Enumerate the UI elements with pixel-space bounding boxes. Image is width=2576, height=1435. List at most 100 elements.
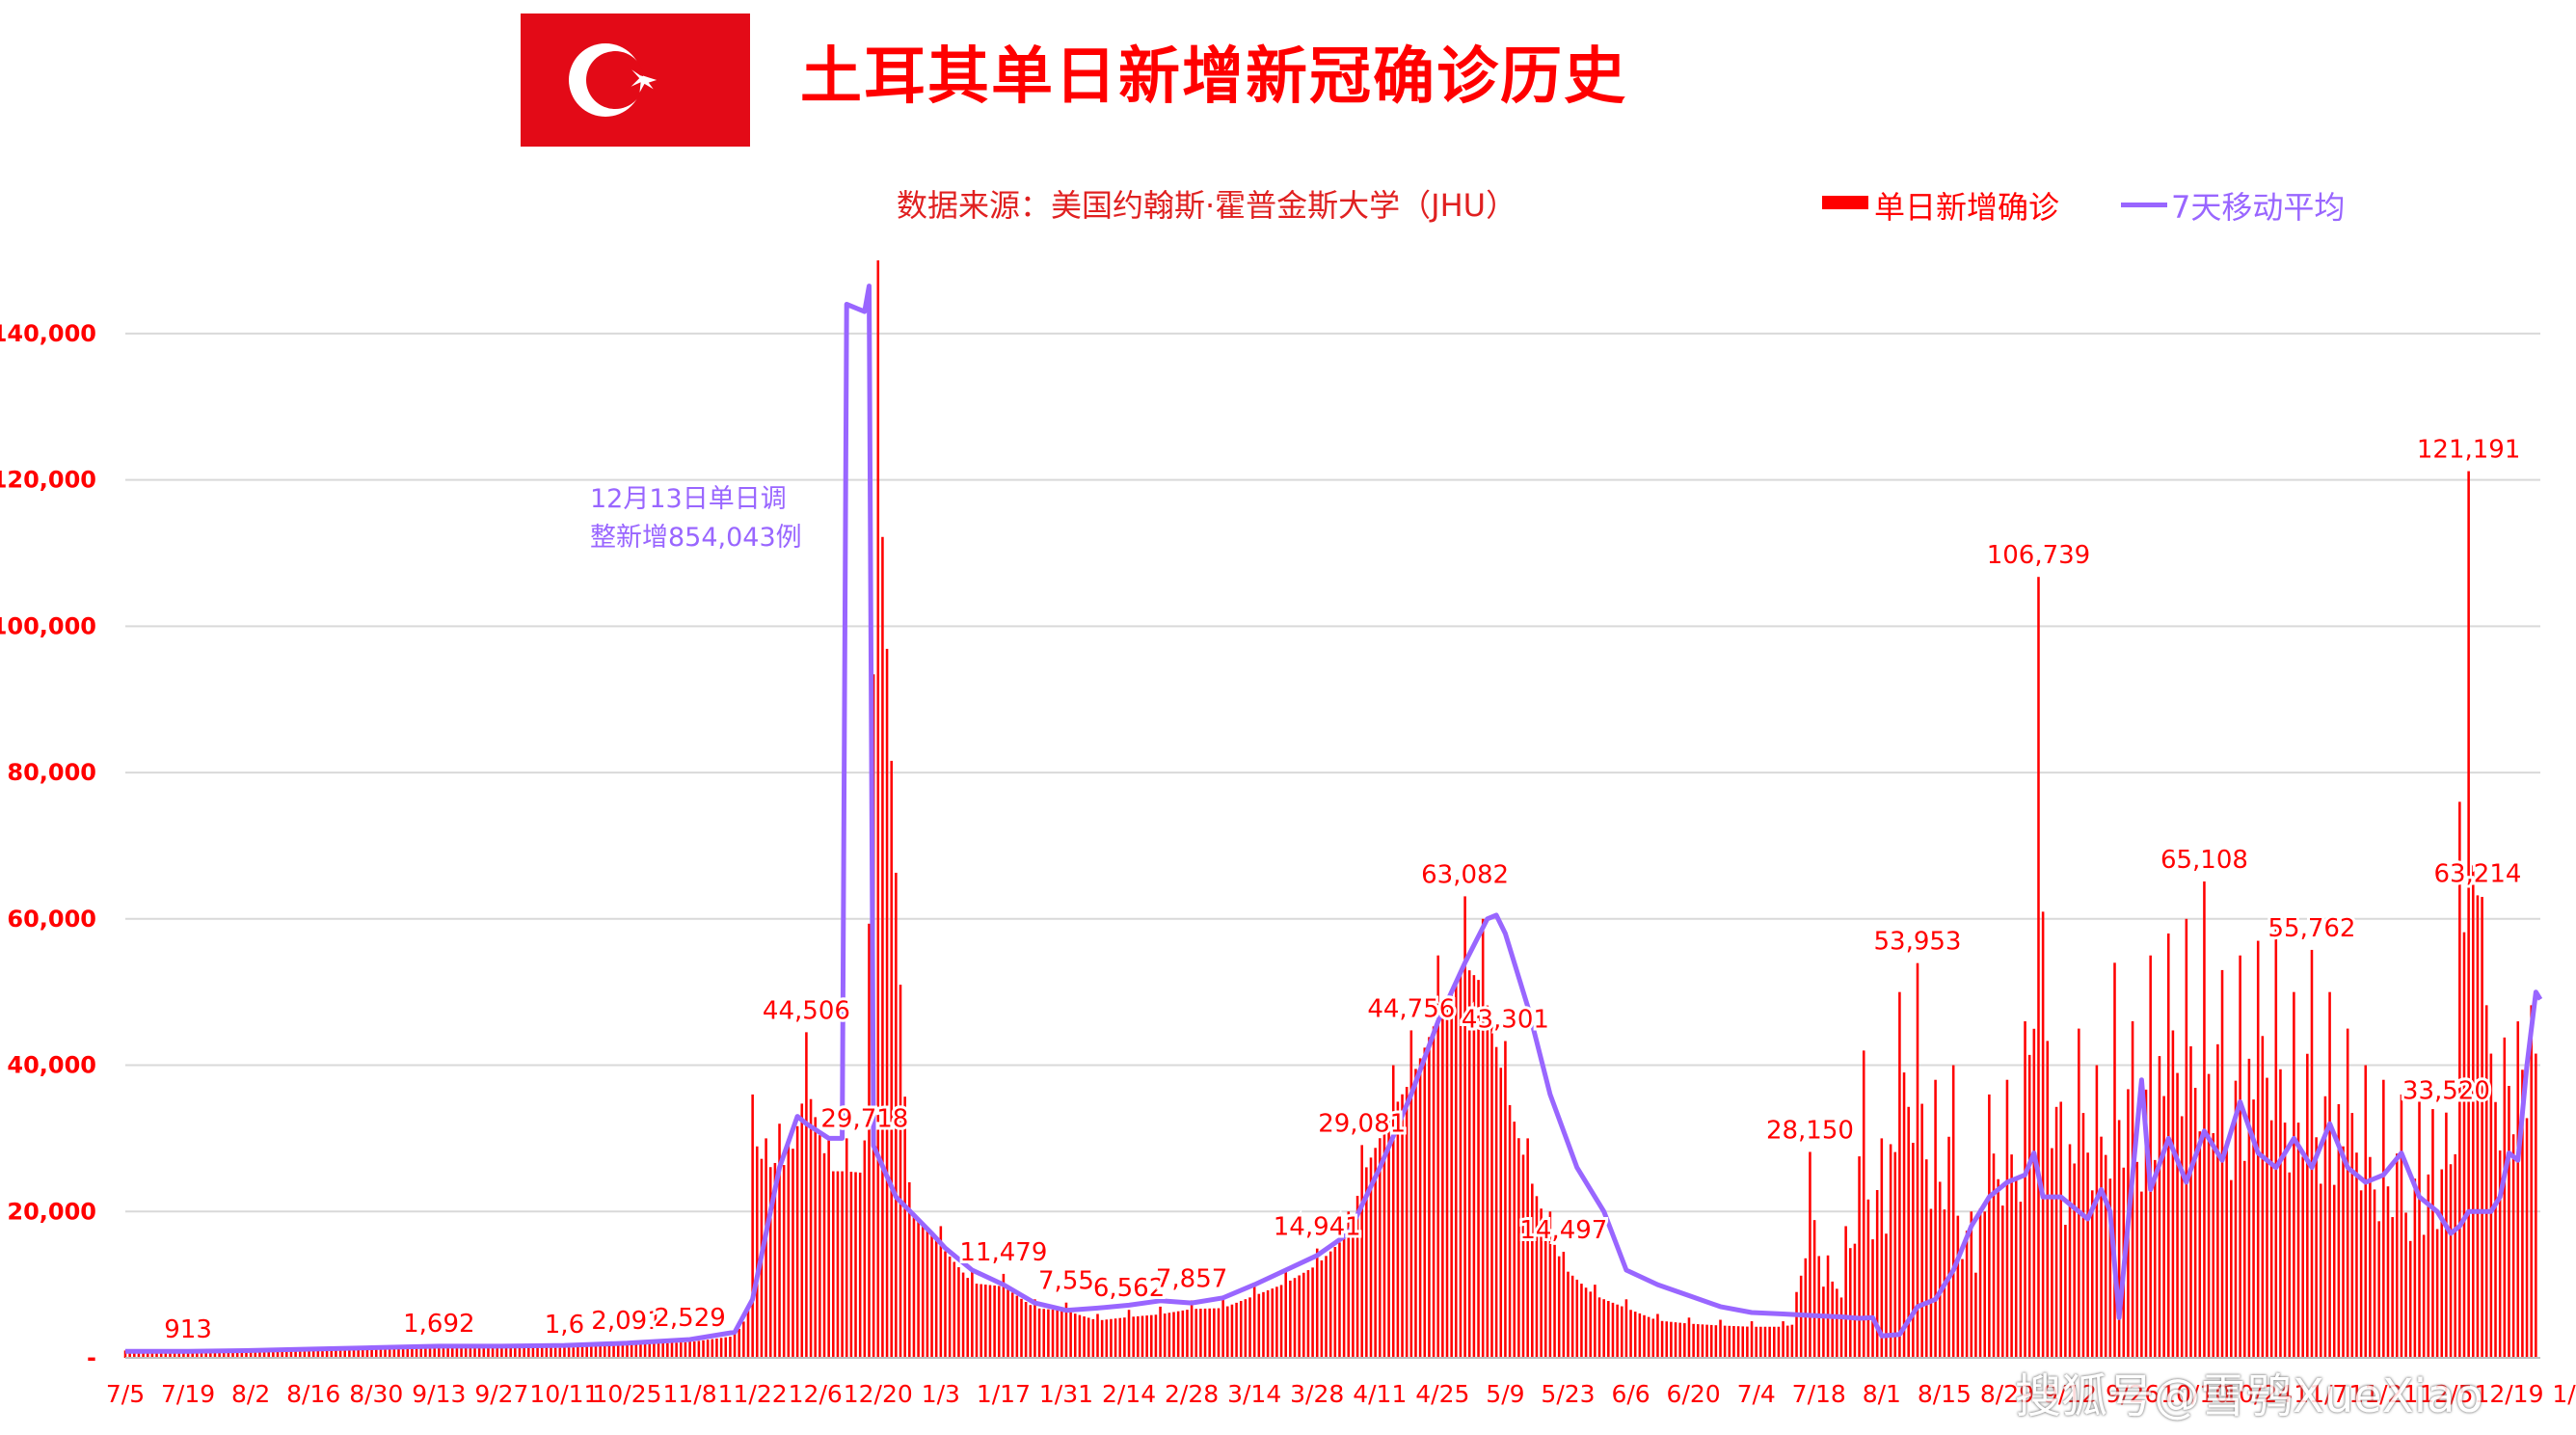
daily-case-bar bbox=[438, 1345, 441, 1358]
daily-case-bar bbox=[482, 1347, 486, 1358]
daily-case-bar bbox=[858, 1172, 862, 1358]
daily-case-bar bbox=[1355, 1195, 1359, 1358]
daily-case-bar bbox=[2521, 1069, 2524, 1358]
daily-case-bar bbox=[123, 1350, 127, 1358]
daily-case-bar bbox=[200, 1351, 203, 1358]
daily-case-bar bbox=[1167, 1313, 1171, 1358]
daily-case-bar bbox=[1213, 1308, 1216, 1358]
daily-case-bar bbox=[1687, 1317, 1691, 1358]
daily-case-bar bbox=[2261, 1036, 2265, 1358]
daily-case-bar bbox=[374, 1346, 378, 1358]
daily-case-bar bbox=[1656, 1313, 1659, 1358]
daily-case-bar bbox=[890, 760, 893, 1358]
daily-case-bar bbox=[1912, 1142, 1915, 1358]
daily-case-bar bbox=[1885, 1233, 1888, 1358]
daily-case-bar bbox=[164, 1351, 168, 1358]
daily-case-bar bbox=[2369, 1156, 2372, 1358]
daily-case-bar bbox=[2041, 911, 2045, 1358]
data-label: 14,497 bbox=[1519, 1216, 1607, 1245]
daily-case-bar bbox=[146, 1351, 149, 1358]
daily-case-bar bbox=[330, 1349, 334, 1358]
daily-case-bar bbox=[1988, 1094, 1991, 1358]
daily-case-bar bbox=[2158, 1056, 2161, 1358]
data-label: 33,520 bbox=[2402, 1077, 2490, 1106]
daily-case-bar bbox=[1902, 1072, 1906, 1358]
daily-case-bar bbox=[2078, 1028, 2080, 1358]
daily-case-bar bbox=[1494, 1046, 1498, 1358]
x-tick-label: 1/3 bbox=[922, 1380, 960, 1408]
daily-case-bar bbox=[2418, 1101, 2421, 1358]
daily-case-bar bbox=[536, 1347, 539, 1358]
data-label: 7,55 bbox=[1038, 1267, 1094, 1296]
daily-case-bar bbox=[2296, 1123, 2300, 1358]
y-tick-label: 80,000 bbox=[7, 759, 96, 786]
daily-case-bar bbox=[204, 1351, 207, 1358]
x-tick-label: 8/15 bbox=[1918, 1380, 1972, 1408]
daily-case-bar bbox=[2171, 1030, 2175, 1358]
daily-case-bar bbox=[1898, 991, 1901, 1358]
daily-case-bar bbox=[1782, 1321, 1784, 1358]
daily-case-bar bbox=[692, 1341, 696, 1358]
daily-case-bar bbox=[1279, 1285, 1283, 1358]
daily-case-bar bbox=[594, 1346, 598, 1358]
daily-case-bar bbox=[1114, 1318, 1117, 1358]
daily-case-bar bbox=[2037, 577, 2040, 1358]
daily-case-bar bbox=[276, 1350, 280, 1358]
daily-case-bar bbox=[684, 1341, 687, 1358]
daily-case-bar bbox=[1230, 1304, 1234, 1358]
daily-case-bar bbox=[285, 1350, 288, 1358]
daily-case-bar bbox=[661, 1342, 664, 1358]
daily-case-bar bbox=[885, 648, 889, 1358]
daily-case-bar bbox=[2203, 881, 2206, 1358]
daily-case-bar bbox=[2140, 1191, 2143, 1358]
daily-case-bar bbox=[738, 1328, 740, 1358]
daily-case-bar bbox=[2364, 1065, 2368, 1358]
daily-case-bar bbox=[311, 1348, 315, 1358]
daily-case-bar bbox=[2377, 1221, 2380, 1358]
x-tick-label: 1/17 bbox=[977, 1380, 1031, 1408]
daily-case-bar bbox=[352, 1349, 356, 1358]
daily-case-bar bbox=[1647, 1316, 1650, 1358]
daily-case-bar bbox=[616, 1344, 620, 1358]
daily-case-bar bbox=[563, 1345, 566, 1358]
daily-case-bar bbox=[235, 1351, 239, 1358]
daily-case-bar bbox=[370, 1348, 373, 1358]
daily-case-bar bbox=[473, 1347, 476, 1358]
daily-case-bar bbox=[1513, 1122, 1516, 1358]
daily-case-bar bbox=[1423, 1047, 1427, 1358]
daily-case-bar bbox=[2494, 1101, 2497, 1358]
daily-case-bar bbox=[1432, 1026, 1436, 1358]
daily-case-bar bbox=[984, 1285, 987, 1358]
daily-case-bar bbox=[773, 1162, 777, 1358]
daily-case-bar bbox=[1140, 1315, 1144, 1358]
watermark: 搜狐号@雪鸮XueXiao bbox=[2015, 1369, 2483, 1423]
daily-case-bar bbox=[2051, 1148, 2053, 1358]
daily-case-bar bbox=[643, 1343, 647, 1358]
daily-case-bar bbox=[1428, 1037, 1431, 1358]
daily-case-bar bbox=[1624, 1299, 1628, 1358]
daily-case-bar bbox=[1078, 1314, 1082, 1358]
daily-case-bar bbox=[827, 1138, 830, 1358]
daily-case-bar bbox=[1010, 1292, 1014, 1358]
daily-case-bar bbox=[1701, 1324, 1704, 1358]
daily-case-bar bbox=[2355, 1152, 2358, 1358]
daily-case-bar bbox=[1262, 1291, 1265, 1358]
daily-case-bar bbox=[634, 1344, 638, 1358]
daily-case-bar bbox=[1024, 1302, 1028, 1358]
daily-case-bar bbox=[912, 1213, 916, 1358]
daily-case-bar bbox=[792, 1149, 794, 1358]
daily-case-bar bbox=[128, 1351, 131, 1358]
daily-case-bar bbox=[191, 1352, 194, 1358]
data-label: 2,529 bbox=[654, 1304, 725, 1333]
daily-case-bar bbox=[1176, 1311, 1180, 1358]
daily-case-bar bbox=[2068, 1144, 2072, 1358]
daily-case-bar bbox=[1844, 1226, 1847, 1358]
x-tick-label: 3/28 bbox=[1290, 1380, 1344, 1408]
daily-case-bar bbox=[1459, 973, 1462, 1358]
daily-case-bar bbox=[2288, 1172, 2292, 1358]
daily-case-bar bbox=[1352, 1214, 1355, 1358]
daily-case-bar bbox=[2001, 1205, 2004, 1358]
daily-case-bar bbox=[1472, 975, 1476, 1358]
daily-case-bar bbox=[1289, 1280, 1292, 1358]
daily-case-bar bbox=[2435, 1229, 2439, 1358]
